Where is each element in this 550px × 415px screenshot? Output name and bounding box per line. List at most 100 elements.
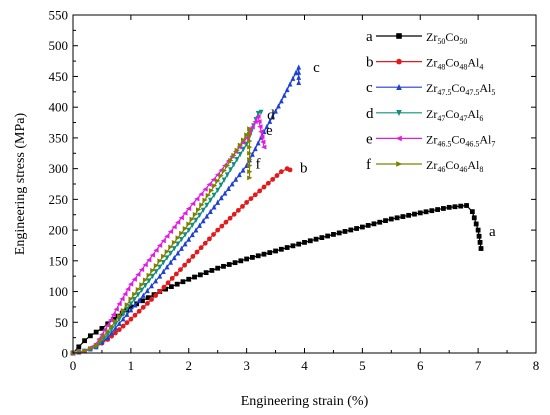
data-point bbox=[179, 245, 184, 251]
data-point bbox=[348, 227, 354, 233]
data-point bbox=[132, 302, 138, 308]
data-point bbox=[278, 246, 284, 252]
data-point bbox=[247, 132, 253, 138]
data-point bbox=[149, 252, 155, 258]
data-point bbox=[138, 267, 145, 273]
data-point bbox=[284, 86, 290, 93]
data-point bbox=[186, 221, 192, 227]
data-point bbox=[435, 207, 441, 212]
data-point bbox=[406, 212, 412, 218]
y-tick-label: 0 bbox=[62, 346, 69, 361]
data-point bbox=[105, 321, 111, 327]
data-point bbox=[205, 192, 211, 198]
legend-label: Zr48Co48Al4 bbox=[426, 56, 483, 72]
data-point bbox=[160, 238, 166, 244]
data-point bbox=[211, 204, 217, 210]
data-point bbox=[264, 123, 270, 130]
data-point bbox=[193, 217, 199, 224]
legend-label: Zr46Co46Al8 bbox=[426, 158, 483, 174]
data-point bbox=[234, 157, 240, 163]
data-point bbox=[182, 241, 188, 247]
data-point bbox=[82, 348, 88, 354]
data-point bbox=[256, 119, 262, 124]
legend-label: Zr47.5Co47.5Al5 bbox=[426, 81, 495, 97]
data-point bbox=[128, 304, 134, 310]
data-point bbox=[233, 176, 239, 182]
data-point bbox=[232, 260, 238, 266]
data-point bbox=[270, 113, 276, 119]
data-point bbox=[475, 227, 481, 233]
end-label-c: c bbox=[313, 60, 320, 76]
data-point bbox=[226, 185, 231, 192]
data-point bbox=[157, 273, 163, 279]
data-point bbox=[206, 182, 212, 187]
data-point bbox=[278, 98, 284, 104]
data-point bbox=[168, 259, 174, 265]
data-point bbox=[395, 135, 402, 142]
data-point bbox=[247, 138, 253, 144]
data-point bbox=[178, 267, 183, 272]
data-point bbox=[179, 230, 185, 236]
data-point bbox=[215, 178, 221, 184]
data-point bbox=[325, 233, 331, 239]
data-point bbox=[153, 263, 160, 268]
data-point bbox=[185, 206, 192, 211]
data-point bbox=[178, 215, 184, 221]
data-point bbox=[227, 215, 233, 221]
data-point bbox=[228, 167, 233, 173]
data-point bbox=[267, 118, 273, 124]
series-line bbox=[72, 111, 262, 354]
data-point bbox=[396, 83, 402, 90]
data-point bbox=[189, 216, 195, 222]
legend-entry-e: e Zr46.5Co46.5Al7 bbox=[366, 131, 495, 148]
data-point bbox=[203, 270, 209, 276]
data-point bbox=[153, 293, 159, 298]
data-point bbox=[192, 274, 197, 280]
data-point bbox=[223, 219, 229, 225]
data-point bbox=[296, 79, 302, 85]
data-point bbox=[365, 223, 371, 228]
data-point bbox=[296, 74, 302, 80]
data-point bbox=[109, 330, 114, 336]
data-point bbox=[260, 139, 266, 145]
data-point bbox=[477, 239, 483, 245]
data-point bbox=[136, 308, 142, 314]
data-point bbox=[164, 255, 170, 261]
data-point bbox=[174, 220, 181, 225]
data-point bbox=[244, 132, 250, 138]
data-point bbox=[258, 109, 264, 115]
end-label-f: f bbox=[256, 157, 261, 173]
data-point bbox=[120, 307, 127, 313]
data-point bbox=[164, 264, 170, 270]
data-point bbox=[139, 282, 145, 288]
data-point bbox=[173, 271, 179, 277]
data-point bbox=[125, 286, 131, 292]
data-point bbox=[179, 236, 184, 243]
data-point bbox=[76, 344, 82, 350]
data-point bbox=[267, 250, 273, 255]
data-point bbox=[113, 325, 118, 331]
data-point bbox=[142, 262, 148, 268]
data-point bbox=[313, 236, 319, 242]
data-point bbox=[281, 92, 287, 98]
data-point bbox=[273, 248, 278, 254]
data-point bbox=[241, 146, 246, 153]
data-point bbox=[290, 75, 296, 81]
data-point bbox=[116, 320, 122, 326]
data-point bbox=[359, 224, 365, 230]
data-point bbox=[247, 150, 253, 156]
data-point bbox=[258, 129, 264, 135]
data-point bbox=[168, 244, 174, 250]
data-point bbox=[249, 124, 255, 130]
data-point bbox=[211, 192, 217, 199]
data-point bbox=[231, 211, 237, 217]
data-point bbox=[197, 272, 203, 278]
data-point bbox=[120, 323, 126, 329]
data-point bbox=[396, 110, 402, 117]
data-point bbox=[142, 283, 148, 289]
data-point bbox=[252, 119, 258, 125]
data-point bbox=[396, 161, 403, 167]
data-point bbox=[255, 114, 261, 119]
data-point bbox=[247, 169, 253, 175]
data-point bbox=[274, 173, 280, 178]
